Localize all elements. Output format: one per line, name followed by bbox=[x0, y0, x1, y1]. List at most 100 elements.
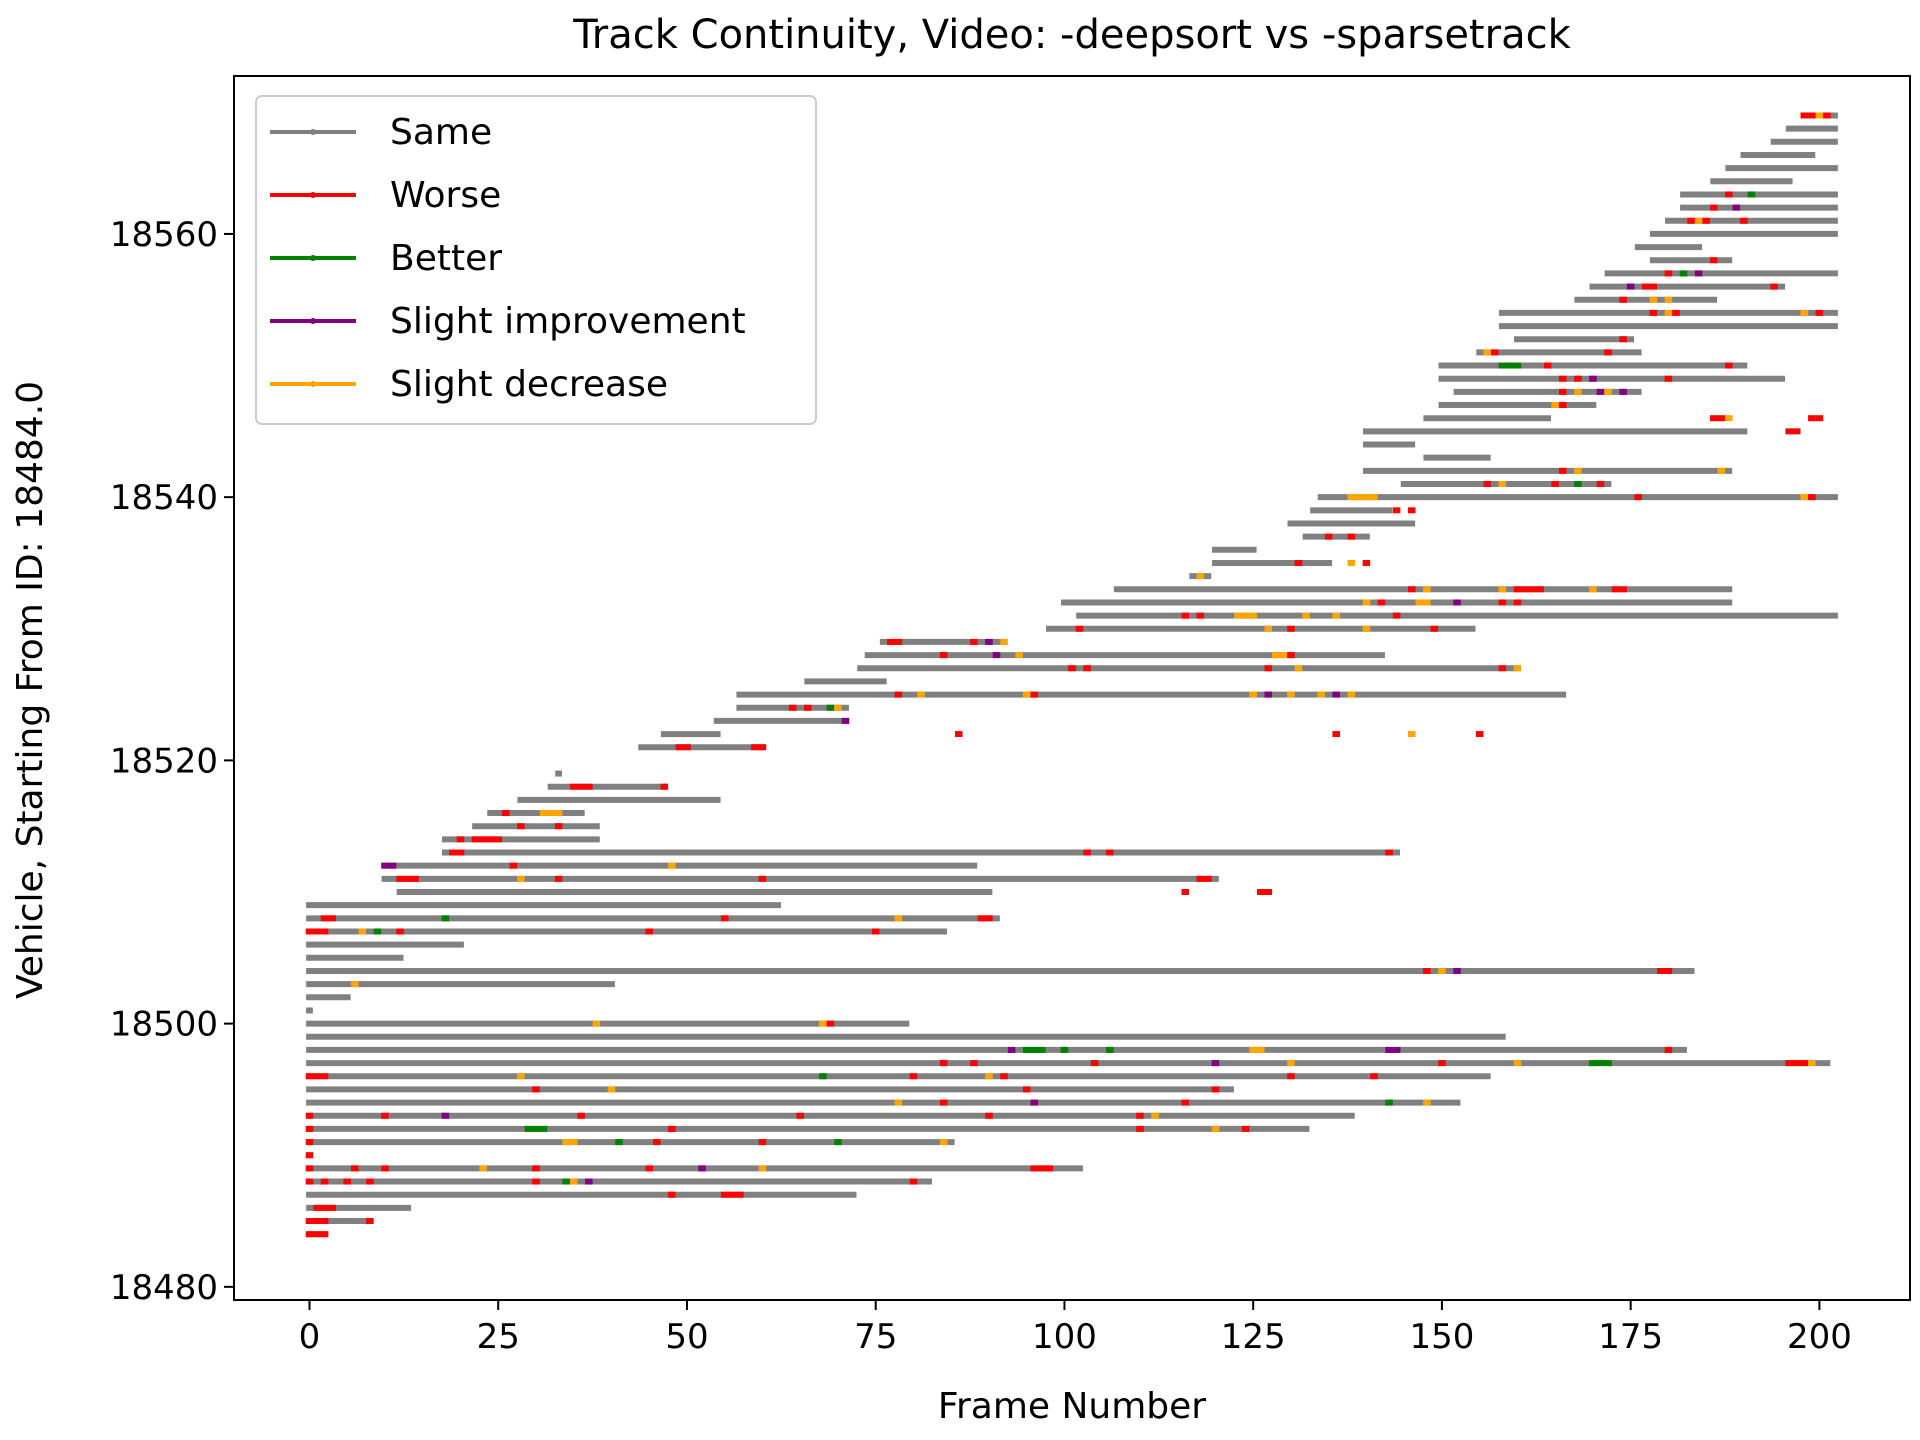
track-event-marker bbox=[1015, 652, 1023, 659]
track-event-marker bbox=[313, 1231, 321, 1238]
track-event-marker bbox=[1256, 889, 1265, 895]
track-event-marker bbox=[1355, 494, 1363, 501]
track-event-marker bbox=[1574, 375, 1582, 382]
track-event-marker bbox=[1649, 309, 1658, 316]
track-event-marker bbox=[554, 810, 563, 817]
y-tick-label: 18480 bbox=[110, 1268, 218, 1308]
track-event-marker bbox=[1038, 1046, 1046, 1053]
track-event-marker bbox=[698, 1165, 706, 1172]
track-event-marker bbox=[758, 744, 767, 751]
track-event-marker bbox=[1392, 612, 1401, 619]
x-tick-label: 0 bbox=[299, 1317, 321, 1357]
track-event-marker bbox=[1287, 691, 1295, 698]
track-event-marker bbox=[1181, 889, 1190, 895]
track-event-marker bbox=[645, 928, 653, 935]
legend-label: Slight improvement bbox=[390, 301, 746, 342]
track-event-marker bbox=[1792, 428, 1801, 435]
track-event-marker bbox=[1732, 204, 1741, 211]
track-event-marker bbox=[1234, 612, 1242, 619]
track-18547 bbox=[1438, 402, 1597, 409]
track-18535 bbox=[1212, 559, 1371, 566]
track-event-marker bbox=[1694, 217, 1703, 224]
track-18542 bbox=[1363, 467, 1733, 474]
track-event-marker bbox=[1475, 731, 1484, 738]
track-event-marker bbox=[1294, 665, 1303, 672]
track-event-marker bbox=[954, 731, 963, 738]
track-event-marker bbox=[1513, 362, 1522, 369]
track-18533 bbox=[1113, 586, 1733, 593]
track-event-marker bbox=[320, 1178, 329, 1185]
track-event-marker bbox=[668, 862, 676, 869]
track-18540 bbox=[1317, 494, 1838, 501]
axes-frame bbox=[233, 75, 1911, 1301]
track-event-marker bbox=[1717, 415, 1726, 422]
track-event-marker bbox=[1196, 612, 1205, 619]
track-event-marker bbox=[1287, 625, 1295, 632]
track-18514 bbox=[441, 836, 600, 843]
track-event-marker bbox=[1619, 388, 1627, 395]
track-event-marker bbox=[1362, 599, 1371, 606]
y-axis-label: Vehicle, Starting From ID: 18484.0 bbox=[10, 381, 51, 999]
track-event-marker bbox=[1279, 652, 1288, 659]
track-event-marker bbox=[1679, 270, 1688, 277]
x-tick-label: 125 bbox=[1221, 1317, 1286, 1357]
track-event-marker bbox=[1030, 1099, 1039, 1106]
track-event-marker bbox=[1211, 1060, 1220, 1067]
track-event-marker bbox=[547, 810, 555, 817]
track-event-marker bbox=[751, 744, 759, 751]
track-event-marker bbox=[1687, 217, 1695, 224]
track-event-marker bbox=[1317, 691, 1325, 698]
track-18495 bbox=[306, 1086, 1234, 1093]
legend-entry: Worse bbox=[270, 175, 501, 216]
x-tick-label: 75 bbox=[854, 1317, 897, 1357]
track-event-marker bbox=[1649, 283, 1658, 290]
track-event-marker bbox=[1483, 481, 1491, 487]
track-event-marker bbox=[1264, 665, 1273, 672]
track-event-marker bbox=[992, 652, 1001, 659]
track-18510 bbox=[396, 889, 1273, 895]
track-event-marker bbox=[1800, 309, 1809, 316]
track-event-marker bbox=[1105, 1046, 1114, 1053]
track-18531 bbox=[1076, 612, 1838, 619]
track-event-marker bbox=[1075, 625, 1084, 632]
track-event-marker bbox=[320, 1218, 329, 1225]
legend-marker bbox=[310, 192, 316, 198]
track-event-marker bbox=[909, 1178, 918, 1185]
track-event-marker bbox=[351, 1165, 359, 1172]
track-event-marker bbox=[313, 1218, 321, 1225]
track-event-marker bbox=[1521, 586, 1529, 593]
track-18496 bbox=[305, 1073, 1491, 1080]
track-event-marker bbox=[1558, 388, 1567, 395]
track-event-marker bbox=[305, 1165, 314, 1172]
track-event-marker bbox=[1385, 1046, 1393, 1053]
track-event-marker bbox=[1725, 191, 1733, 198]
track-18492 bbox=[305, 1125, 1310, 1132]
track-event-marker bbox=[1430, 625, 1439, 632]
track-event-marker bbox=[1347, 559, 1356, 566]
track-event-marker bbox=[1083, 849, 1091, 856]
track-event-marker bbox=[532, 1086, 540, 1093]
track-event-marker bbox=[758, 1139, 767, 1146]
track-18521 bbox=[638, 744, 767, 751]
track-event-marker bbox=[343, 1178, 352, 1185]
track-event-marker bbox=[1808, 415, 1816, 422]
track-event-marker bbox=[1204, 875, 1212, 882]
track-18484 bbox=[305, 1231, 329, 1238]
track-event-marker bbox=[449, 849, 457, 856]
track-18563 bbox=[1680, 191, 1838, 198]
track-event-marker bbox=[758, 875, 767, 882]
track-event-marker bbox=[939, 1139, 948, 1146]
track-event-marker bbox=[871, 928, 880, 935]
track-event-marker bbox=[1022, 1046, 1031, 1053]
track-event-marker bbox=[985, 1073, 993, 1080]
track-event-marker bbox=[1249, 612, 1257, 619]
track-event-marker bbox=[1000, 638, 1008, 645]
track-event-marker bbox=[320, 1073, 329, 1080]
legend-entry: Same bbox=[270, 112, 492, 153]
track-event-marker bbox=[1589, 375, 1597, 382]
track-event-marker bbox=[585, 783, 593, 790]
track-event-marker bbox=[985, 638, 993, 645]
track-event-marker bbox=[1800, 494, 1809, 501]
track-event-marker bbox=[1528, 586, 1537, 593]
y-tick-label: 18540 bbox=[110, 478, 218, 518]
